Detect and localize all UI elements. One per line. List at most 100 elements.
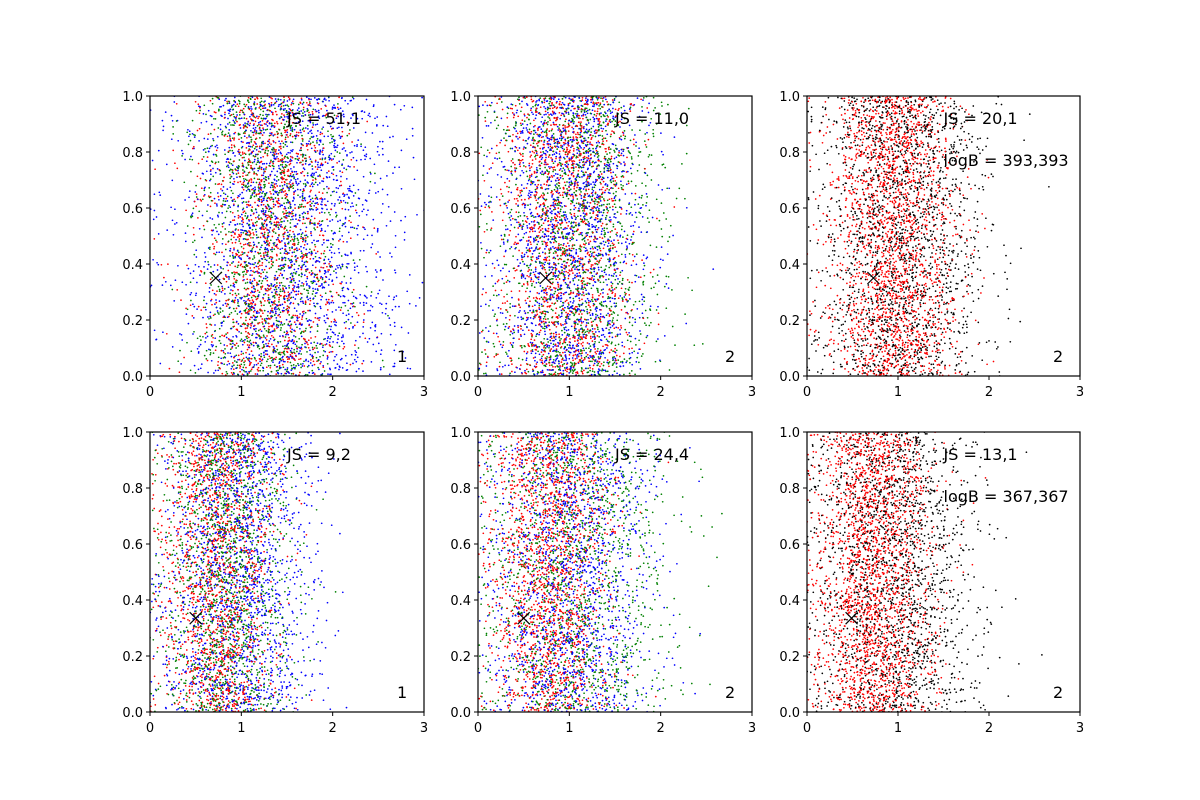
data-point (310, 252, 313, 255)
data-point (314, 245, 317, 248)
data-point (268, 355, 271, 358)
data-point (277, 286, 280, 289)
data-point (244, 308, 247, 311)
data-point (318, 117, 321, 119)
data-point (327, 121, 329, 124)
data-point (281, 259, 284, 261)
data-point (285, 372, 288, 375)
data-point (201, 198, 204, 201)
data-point (205, 113, 207, 116)
data-point (272, 146, 275, 149)
data-point (198, 210, 201, 213)
data-point (216, 205, 218, 207)
data-point (340, 267, 342, 270)
data-point (212, 167, 214, 170)
data-point (280, 366, 282, 369)
data-point (320, 252, 323, 255)
data-point (361, 117, 364, 120)
data-point (332, 169, 335, 171)
data-point (209, 205, 212, 208)
data-point (258, 260, 261, 263)
data-point (280, 327, 282, 329)
data-point (241, 183, 243, 186)
data-point (318, 316, 321, 319)
data-point (538, 345, 541, 348)
data-point (259, 196, 261, 198)
data-point (349, 165, 351, 168)
data-point (332, 341, 334, 343)
data-point (230, 175, 233, 178)
data-point (301, 343, 303, 346)
data-point (292, 372, 295, 375)
data-point (377, 251, 379, 253)
data-point (266, 279, 269, 282)
data-point (216, 241, 218, 243)
data-point (281, 363, 284, 366)
data-point (379, 140, 381, 143)
data-point (409, 367, 412, 370)
data-point (192, 303, 194, 306)
data-point (349, 215, 351, 217)
data-point (315, 344, 318, 347)
data-point (274, 277, 276, 279)
data-point (309, 248, 311, 251)
data-point (331, 311, 334, 313)
data-point (251, 247, 254, 250)
data-point (267, 296, 270, 299)
data-point (255, 146, 257, 148)
data-point (394, 234, 397, 237)
data-point (342, 301, 344, 304)
data-point (274, 107, 276, 110)
data-point (284, 231, 286, 234)
data-point (316, 184, 319, 186)
data-point (289, 302, 291, 305)
data-point (501, 277, 504, 280)
data-point (388, 295, 390, 298)
data-point (355, 351, 358, 354)
data-point (274, 303, 277, 306)
data-point (250, 181, 253, 184)
data-point (267, 232, 270, 234)
data-point (208, 291, 211, 293)
data-point (255, 284, 258, 287)
data-point (288, 314, 291, 316)
data-point (261, 285, 264, 288)
data-point (350, 322, 352, 324)
data-point (290, 235, 293, 238)
data-point (418, 297, 421, 299)
data-point (320, 275, 323, 278)
data-point (591, 340, 594, 342)
data-point (284, 163, 287, 166)
data-point (224, 293, 226, 295)
data-point (288, 189, 290, 192)
data-point (334, 107, 337, 109)
data-point (316, 330, 319, 332)
data-point (214, 349, 217, 352)
data-point (356, 143, 358, 146)
data-point (292, 289, 294, 292)
data-point (274, 191, 277, 193)
data-point (208, 248, 211, 250)
data-point (338, 251, 341, 254)
data-point (242, 127, 245, 129)
data-point (251, 354, 254, 357)
data-point (314, 228, 316, 231)
data-point (299, 371, 301, 374)
data-point (244, 243, 247, 246)
data-point (319, 285, 322, 287)
data-point (287, 333, 290, 336)
data-point (324, 280, 327, 283)
data-point (237, 164, 240, 167)
data-point (321, 198, 324, 200)
data-point (240, 263, 243, 266)
data-point (227, 299, 230, 301)
data-point (233, 325, 236, 328)
data-point (263, 131, 265, 134)
data-point (362, 175, 365, 178)
data-point (170, 114, 173, 117)
data-point (241, 323, 244, 326)
data-point (279, 351, 281, 354)
data-point (260, 288, 263, 290)
data-point (249, 263, 252, 265)
data-point (218, 313, 220, 315)
